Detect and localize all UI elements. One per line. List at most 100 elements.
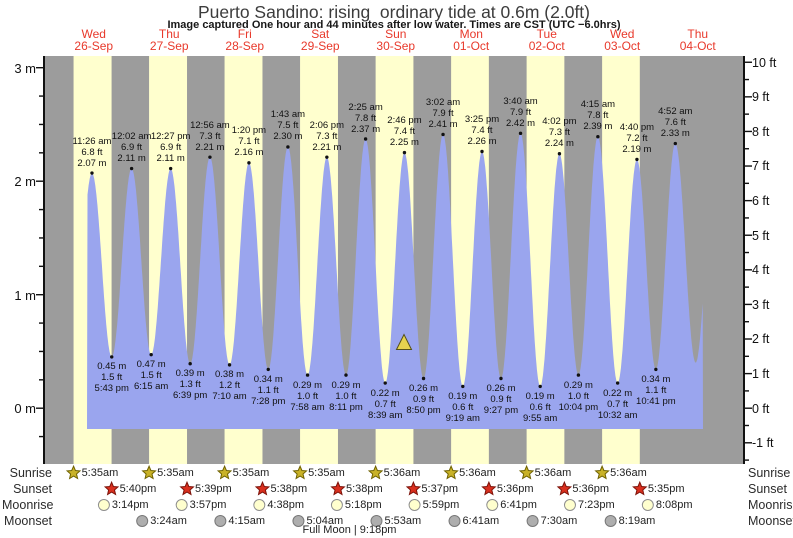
low-tide-annotation: 0.26 m 0.9 ft 8:50 pm <box>406 382 441 416</box>
moonset-row-label-left: Moonset <box>4 514 52 528</box>
moonrise-time: 5:59pm <box>422 498 460 511</box>
tide-extreme-dot <box>90 171 94 175</box>
right-axis-tick <box>745 199 752 202</box>
moonset-icon <box>448 515 461 527</box>
day-label-date: 03-Oct <box>604 39 641 53</box>
sunrise-icon <box>518 464 535 480</box>
sunrise-time: 5:36am <box>534 466 572 479</box>
moonrise-icon <box>641 499 654 511</box>
sunrise-icon <box>216 464 233 480</box>
y-axis-left-tick-label: 0 m <box>14 401 36 416</box>
moonrise-row-label-left: Moonrise <box>2 498 54 512</box>
sunrise-icon <box>141 464 157 480</box>
left-axis-tick <box>36 294 43 296</box>
tide-extreme-dot <box>557 152 562 156</box>
sunset-time: 5:37pm <box>421 482 459 495</box>
sunset-time: 5:38pm <box>270 482 308 495</box>
y-axis-right-tick-label: 7 ft <box>752 159 770 174</box>
sunset-icon <box>330 480 346 496</box>
moonrise-time: 7:23pm <box>577 498 615 511</box>
tide-extreme-dot <box>188 362 192 366</box>
right-axis-tick <box>745 96 752 98</box>
moonset-icon <box>136 515 149 527</box>
low-tide-annotation: 0.29 m 1.0 ft 10:04 pm <box>558 379 599 413</box>
sunset-icon <box>254 480 271 496</box>
sunrise-row-label-left: Sunrise <box>9 466 52 480</box>
low-tide-annotation: 0.19 m 0.6 ft 9:19 am <box>445 390 480 424</box>
sunset-icon <box>632 480 648 496</box>
day-label-name: Tue <box>536 27 557 41</box>
right-axis-tick <box>745 286 749 288</box>
tide-extreme-dot <box>168 166 173 171</box>
sunrise-icon <box>65 464 82 480</box>
high-tide-annotation: 2:46 pm 7.4 ft 2.25 m <box>387 115 422 149</box>
right-axis-tick <box>745 234 752 236</box>
sunrise-icon <box>443 464 459 480</box>
moonset-time: 5:04am <box>306 514 344 527</box>
tide-extreme-dot <box>129 166 134 171</box>
right-axis-tick <box>745 251 749 254</box>
high-tide-annotation: 4:52 am 7.6 ft 2.33 m <box>658 106 693 140</box>
tide-extreme-dot <box>441 132 445 137</box>
moonset-icon <box>604 515 617 527</box>
tide-extreme-dot <box>344 373 348 377</box>
y-axis-left-tick-label: 1 m <box>14 287 36 303</box>
right-axis-tick <box>745 61 752 63</box>
right-axis-tick <box>745 459 749 461</box>
right-axis-tick <box>745 372 752 375</box>
y-axis-right-tick-label: 4 ft <box>752 263 770 278</box>
left-axis-tick <box>39 322 43 324</box>
moonrise-time: 8:08pm <box>655 498 693 511</box>
moonset-icon <box>214 515 227 527</box>
moonrise-icon <box>330 499 343 511</box>
tide-extreme-dot <box>286 145 290 149</box>
tide-extreme-dot <box>208 155 212 159</box>
right-axis-tick <box>745 390 749 392</box>
left-axis-tick <box>39 350 43 353</box>
y-axis-right <box>743 56 745 464</box>
sunset-icon <box>556 480 573 496</box>
right-axis-tick <box>745 217 749 219</box>
high-tide-annotation: 4:15 am 7.8 ft 2.39 m <box>580 99 616 133</box>
high-tide-annotation: 11:26 am 6.8 ft 2.07 m <box>72 135 112 169</box>
day-label-name: Thu <box>687 27 709 41</box>
moonrise-icon <box>486 499 499 511</box>
y-axis-right-tick-label: 6 ft <box>752 193 770 208</box>
high-tide-annotation: 3:02 am 7.9 ft 2.41 m <box>425 96 461 130</box>
moonset-time: 8:19am <box>618 514 656 527</box>
right-axis-tick <box>745 165 752 167</box>
moonrise-time: 3:14pm <box>111 498 149 511</box>
tide-extreme-dot <box>538 384 542 389</box>
day-label-name: Sun <box>385 27 407 41</box>
high-tide-annotation: 12:56 am 7.3 ft 2.21 m <box>190 119 230 153</box>
tide-extreme-dot <box>110 355 114 359</box>
sunset-icon <box>405 480 422 496</box>
right-axis-tick <box>745 78 749 81</box>
moonset-icon <box>370 515 383 527</box>
sunset-time: 5:38pm <box>345 482 383 495</box>
right-axis-tick <box>745 407 752 409</box>
moonset-time: 3:24am <box>150 514 187 527</box>
left-axis-tick <box>39 379 43 381</box>
tide-extreme-dot <box>266 367 270 372</box>
right-axis-tick <box>745 269 752 271</box>
y-axis-left-tick-label: 3 m <box>14 60 36 76</box>
tide-extreme-dot <box>673 141 678 146</box>
low-tide-annotation: 0.47 m 1.5 ft 6:15 am <box>133 359 169 393</box>
day-label-name: Thu <box>158 27 180 41</box>
y-axis-right-tick-label: 10 ft <box>752 55 777 70</box>
high-tide-annotation: 12:27 pm 6.9 ft 2.11 m <box>150 131 191 164</box>
high-tide-annotation: 2:25 am 7.8 ft 2.37 m <box>348 101 383 135</box>
page-title: Puerto Sandino: rising ordinary tide at … <box>197 2 591 22</box>
right-axis-tick <box>745 442 752 444</box>
right-axis-tick <box>745 182 749 185</box>
moonset-time: 4:15am <box>228 514 266 527</box>
day-label-name: Sat <box>311 27 330 41</box>
y-axis-right-tick-label: -1 ft <box>752 436 774 451</box>
left-axis-tick <box>36 407 43 409</box>
left-axis-tick <box>39 435 43 438</box>
y-axis-left-tick-label: 2 m <box>14 174 36 189</box>
low-tide-annotation: 0.19 m 0.6 ft 9:55 am <box>523 390 558 424</box>
